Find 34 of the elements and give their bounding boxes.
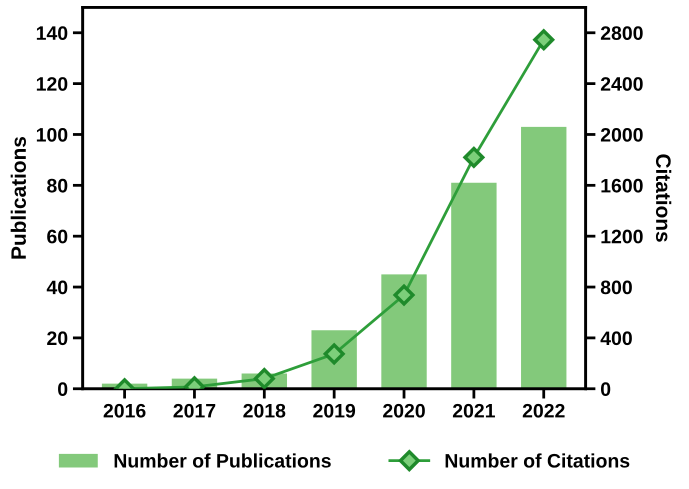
y2-tick-label: 0 — [601, 382, 610, 396]
x-tick-label: 2021 — [452, 404, 495, 418]
point — [393, 284, 415, 306]
point — [533, 29, 554, 50]
y2-tick-label: 400 — [600, 331, 632, 346]
y-tick-label: 100 — [36, 128, 68, 142]
y2-tick-label: 1600 — [601, 178, 643, 193]
y-tick-label: 140 — [36, 26, 68, 40]
point — [254, 368, 275, 389]
x-tick-label: 2016 — [104, 404, 146, 418]
y2-tick-label: 2800 — [600, 26, 643, 40]
y2-axis-title: Citations — [656, 154, 672, 242]
legend-label: Number of Publications — [114, 453, 331, 468]
y2-tick-label: 2400 — [600, 77, 643, 91]
bar — [451, 182, 497, 389]
y-tick-label: 80 — [47, 178, 68, 193]
y-tick-label: 40 — [46, 280, 68, 294]
bar — [521, 126, 566, 389]
y-tick-label: 0 — [58, 382, 68, 396]
y2-tick-label: 1200 — [601, 230, 643, 244]
x-tick-label: 2019 — [313, 404, 356, 418]
y-tick-label: 60 — [47, 230, 68, 244]
y2-tick-label: 2000 — [600, 128, 643, 142]
y-tick-label: 120 — [36, 77, 68, 91]
x-tick-label: 2020 — [383, 404, 425, 418]
bar — [381, 274, 427, 389]
point — [463, 146, 484, 168]
x-tick-label: 2022 — [522, 404, 565, 418]
x-tick-label: 2017 — [174, 404, 216, 418]
y-axis-title: Publications — [10, 136, 26, 259]
y-tick-label: 20 — [47, 331, 68, 346]
x-tick-label: 2018 — [243, 404, 286, 418]
legend-label: Number of Citations — [446, 453, 630, 468]
y2-tick-label: 800 — [600, 280, 632, 294]
